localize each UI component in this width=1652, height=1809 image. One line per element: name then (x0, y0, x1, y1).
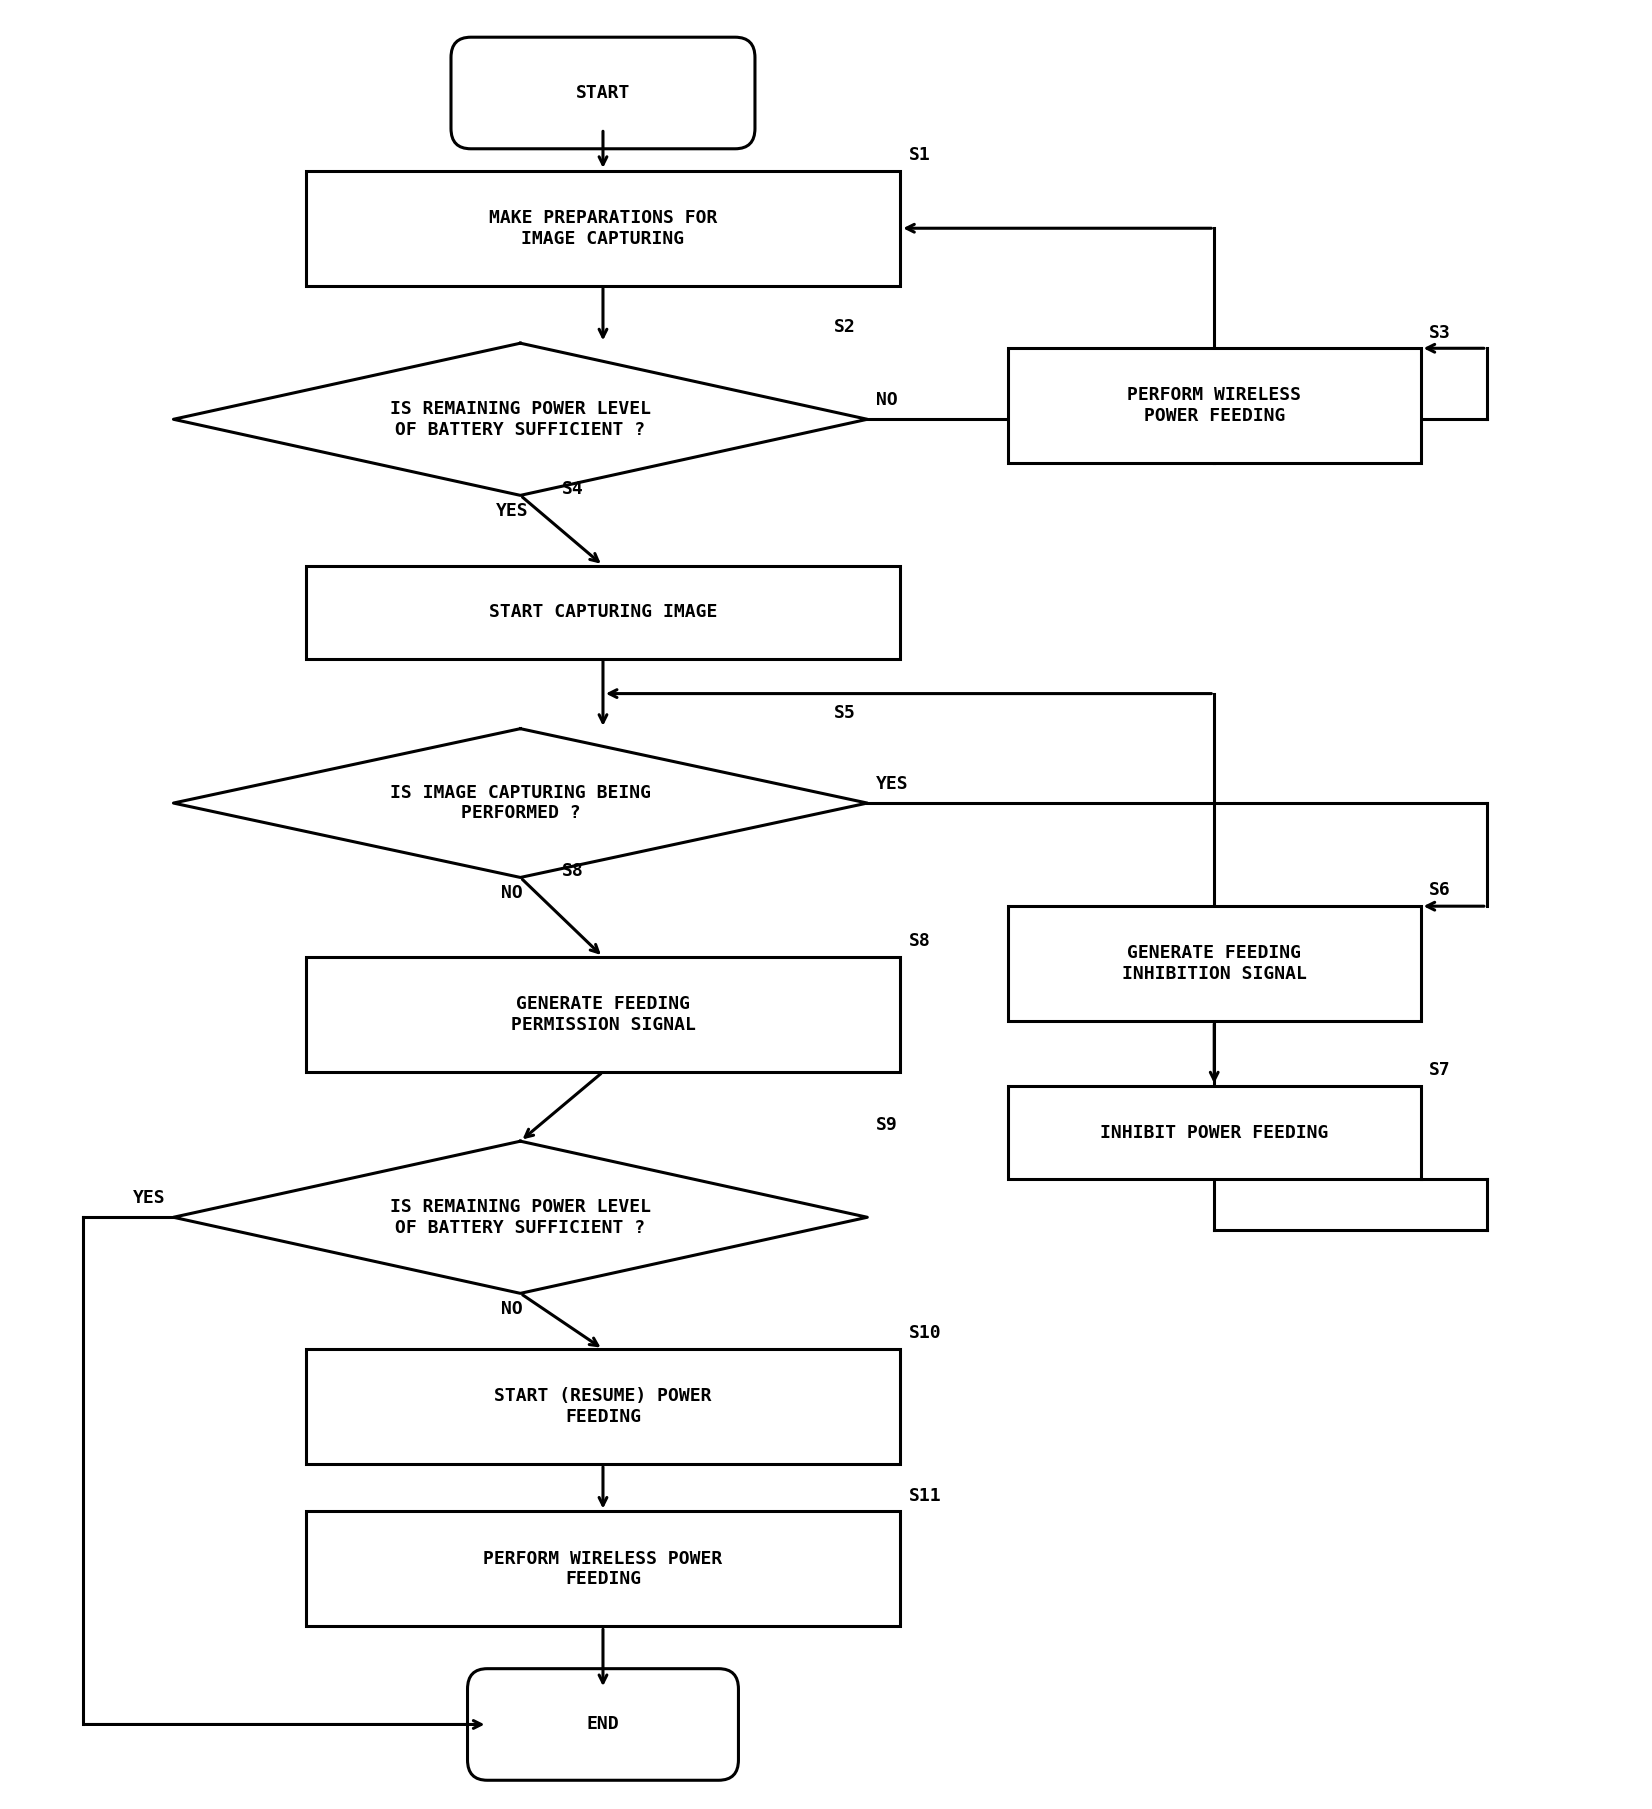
FancyBboxPatch shape (1008, 1085, 1421, 1179)
Text: S1: S1 (909, 147, 930, 165)
Polygon shape (173, 729, 867, 877)
Text: GENERATE FEEDING
INHIBITION SIGNAL: GENERATE FEEDING INHIBITION SIGNAL (1122, 944, 1307, 982)
Text: PERFORM WIRELESS
POWER FEEDING: PERFORM WIRELESS POWER FEEDING (1127, 387, 1302, 425)
Text: S8: S8 (562, 861, 583, 879)
Text: INHIBIT POWER FEEDING: INHIBIT POWER FEEDING (1100, 1123, 1328, 1141)
FancyBboxPatch shape (1008, 349, 1421, 463)
Text: PERFORM WIRELESS POWER
FEEDING: PERFORM WIRELESS POWER FEEDING (484, 1550, 722, 1588)
Text: S3: S3 (1429, 324, 1450, 342)
Text: MAKE PREPARATIONS FOR
IMAGE CAPTURING: MAKE PREPARATIONS FOR IMAGE CAPTURING (489, 208, 717, 248)
FancyBboxPatch shape (306, 1512, 900, 1626)
Text: NO: NO (501, 885, 524, 903)
Text: S5: S5 (834, 704, 856, 722)
FancyBboxPatch shape (468, 1668, 738, 1780)
Text: YES: YES (876, 774, 909, 792)
Polygon shape (173, 1141, 867, 1293)
Text: START CAPTURING IMAGE: START CAPTURING IMAGE (489, 602, 717, 620)
Text: IS IMAGE CAPTURING BEING
PERFORMED ?: IS IMAGE CAPTURING BEING PERFORMED ? (390, 783, 651, 823)
Text: END: END (586, 1715, 620, 1733)
Text: S2: S2 (834, 318, 856, 336)
Text: S4: S4 (562, 479, 583, 497)
Text: YES: YES (132, 1189, 165, 1207)
Text: S7: S7 (1429, 1062, 1450, 1080)
Text: NO: NO (501, 1301, 524, 1319)
Text: GENERATE FEEDING
PERMISSION SIGNAL: GENERATE FEEDING PERMISSION SIGNAL (510, 995, 695, 1033)
FancyBboxPatch shape (306, 957, 900, 1073)
FancyBboxPatch shape (1008, 906, 1421, 1020)
FancyBboxPatch shape (451, 38, 755, 148)
Text: S11: S11 (909, 1487, 942, 1505)
Text: S8: S8 (909, 932, 930, 950)
FancyBboxPatch shape (306, 170, 900, 286)
Text: S6: S6 (1429, 881, 1450, 899)
Text: START (RESUME) POWER
FEEDING: START (RESUME) POWER FEEDING (494, 1388, 712, 1425)
Text: YES: YES (496, 503, 529, 521)
Text: NO: NO (876, 391, 897, 409)
Text: START: START (577, 83, 629, 101)
Text: S9: S9 (876, 1116, 897, 1134)
FancyBboxPatch shape (306, 1350, 900, 1463)
Text: IS REMAINING POWER LEVEL
OF BATTERY SUFFICIENT ?: IS REMAINING POWER LEVEL OF BATTERY SUFF… (390, 400, 651, 438)
Text: IS REMAINING POWER LEVEL
OF BATTERY SUFFICIENT ?: IS REMAINING POWER LEVEL OF BATTERY SUFF… (390, 1198, 651, 1237)
FancyBboxPatch shape (306, 566, 900, 658)
Text: S10: S10 (909, 1324, 942, 1342)
Polygon shape (173, 344, 867, 496)
